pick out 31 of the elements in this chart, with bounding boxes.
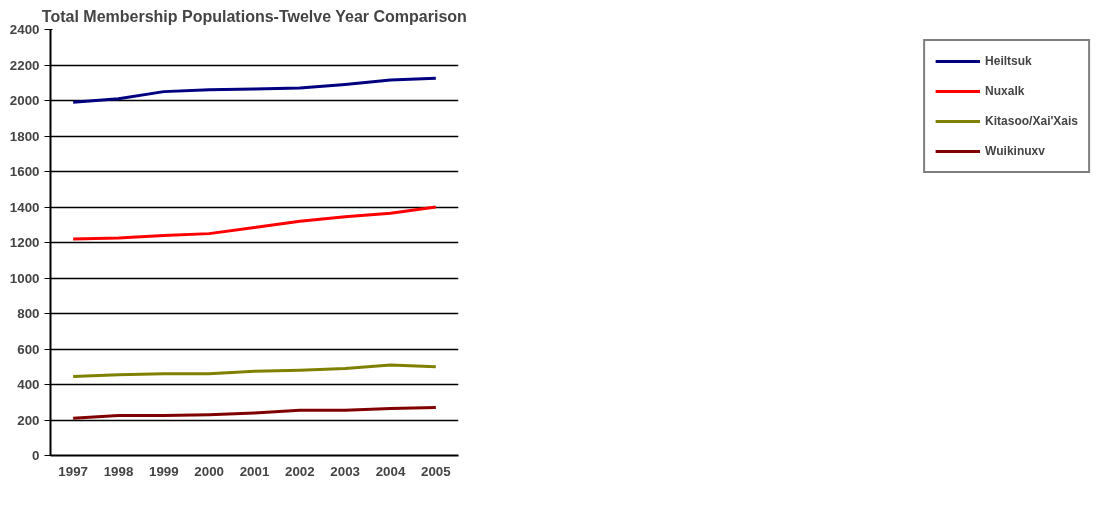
legend-label: Wuikinuxv (985, 144, 1045, 158)
line-series (71, 406, 438, 420)
y-tick-label: 1200 (9, 235, 40, 250)
line-series (71, 205, 438, 241)
x-tick-label: 2004 (375, 463, 406, 479)
line-series (71, 76, 438, 104)
y-tick-label: 2000 (9, 93, 40, 108)
y-tick-label: 0 (32, 448, 40, 463)
chart-title: Total Membership Populations-Twelve Year Comparison (41, 7, 467, 25)
y-tick-label: 2200 (9, 57, 40, 73)
y-tick-label: 1600 (9, 164, 40, 179)
y-tick-label: 600 (17, 341, 40, 357)
y-tick-label: 2400 (9, 22, 40, 37)
x-tick-label: 2000 (194, 463, 224, 479)
y-tick-label: 1400 (9, 199, 40, 215)
y-tick-label: 400 (17, 377, 40, 392)
x-tick-label: 2001 (239, 463, 270, 479)
x-tick-label: 1997 (58, 463, 88, 479)
y-tick-label: 1800 (9, 128, 40, 144)
x-tick-label: 1998 (103, 463, 134, 479)
legend-label: Heiltsuk (985, 54, 1032, 68)
legend-label: Kitasoo/Xai'Xais (985, 114, 1078, 128)
y-tick-label: 200 (17, 412, 40, 428)
line-series (71, 363, 438, 379)
x-tick-label: 2002 (285, 463, 315, 479)
y-tick-label: 800 (17, 306, 40, 321)
y-tick-label: 1000 (9, 270, 40, 286)
x-tick-label: 1999 (149, 463, 179, 479)
x-tick-label: 2005 (421, 463, 452, 479)
x-tick-label: 2003 (330, 463, 360, 479)
legend-label: Nuxalk (985, 84, 1025, 98)
